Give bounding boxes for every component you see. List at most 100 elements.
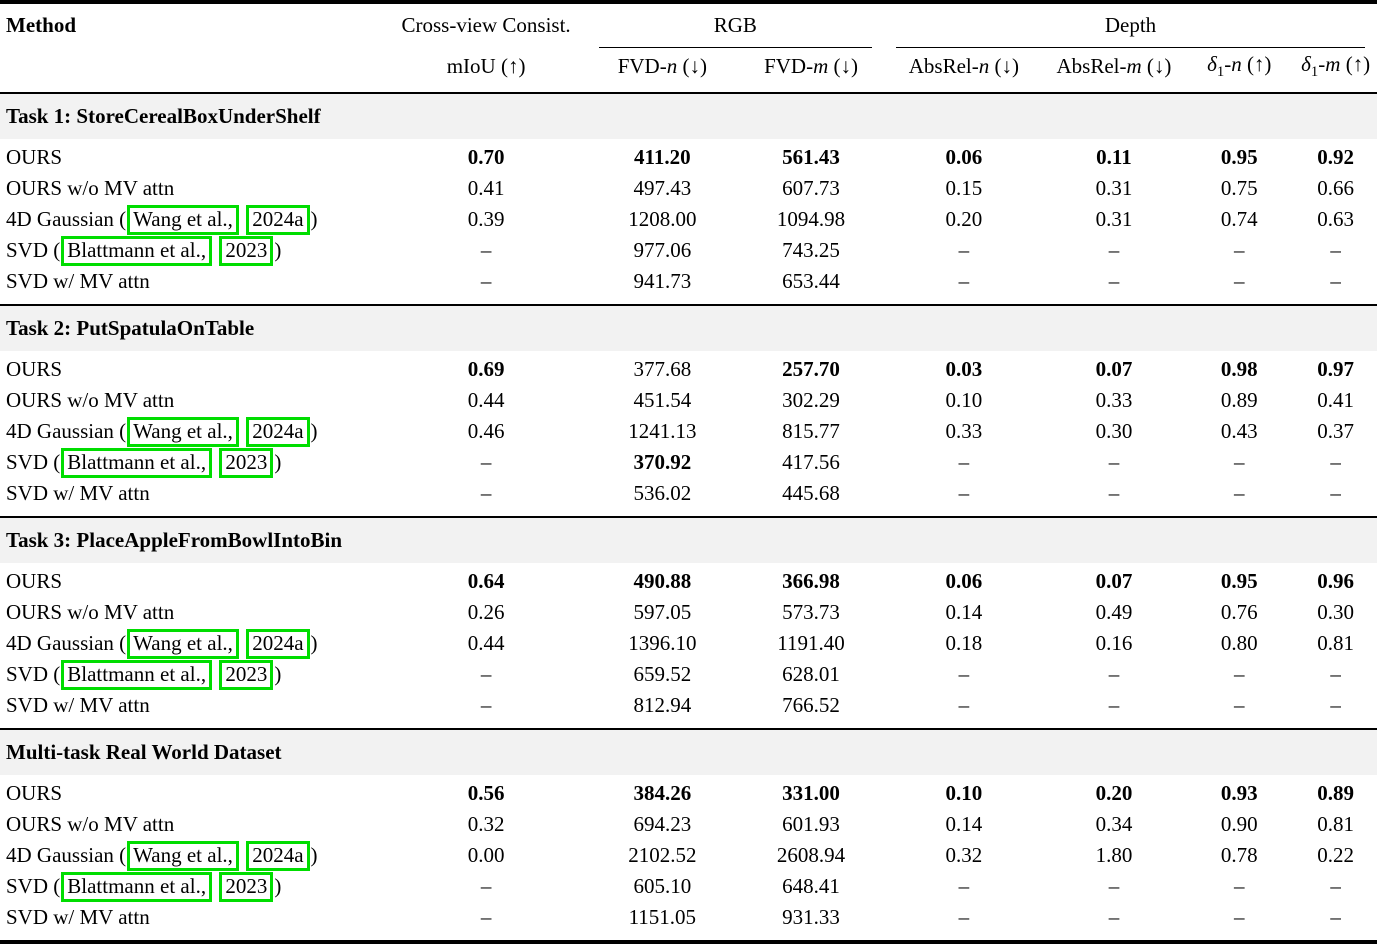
delta1-m-value: 0.30	[1317, 600, 1355, 625]
delta1-n-value: 0.43	[1220, 419, 1258, 444]
table-row: SVD w/ MV attn – 812.94 766.52 – – – –	[0, 690, 1377, 729]
miou-value: –	[480, 481, 492, 506]
delta1-m-value: 0.22	[1317, 843, 1355, 868]
miou-value: 0.64	[467, 569, 505, 594]
col-header-fvd-n: FVD-n (↓)	[586, 48, 739, 95]
method-name: OURS w/o MV attn	[0, 597, 386, 628]
delta1-m-value: –	[1330, 238, 1341, 263]
absrel-n-value: 0.06	[945, 569, 983, 594]
fvd-m-value: 573.73	[782, 600, 840, 625]
absrel-n-value: –	[958, 238, 970, 263]
method-text: SVD (	[6, 662, 61, 687]
absrel-m-value: 0.33	[1095, 388, 1133, 413]
fvd-n-value: 605.10	[633, 874, 692, 899]
section-header-task3: Task 3: PlaceAppleFromBowlIntoBin	[0, 516, 1377, 564]
delta1-n-value: –	[1234, 874, 1245, 899]
section-title: Multi-task Real World Dataset	[0, 728, 1377, 776]
absrel-m-value: –	[1108, 693, 1120, 718]
citation-link-year[interactable]: 2024a	[246, 629, 310, 660]
absrel-m-value: 0.31	[1095, 176, 1133, 201]
method-text: OURS	[6, 569, 63, 594]
citation-link-year[interactable]: 2024a	[246, 205, 310, 236]
delta1-m-value: –	[1330, 269, 1341, 294]
col-header-absrel-n: AbsRel-n (↓)	[884, 48, 1044, 95]
section-header-task2: Task 2: PutSpatulaOnTable	[0, 304, 1377, 352]
absrel-m-value: 0.30	[1095, 419, 1133, 444]
delta1-n-value: 0.98	[1220, 357, 1258, 382]
delta1-m-value: 0.97	[1317, 357, 1355, 382]
fvd-m-value: 331.00	[782, 781, 840, 806]
citation-link-authors[interactable]: Blattmann et al.,	[61, 236, 213, 267]
citation-link-year[interactable]: 2024a	[246, 841, 310, 872]
delta1-n-value: 0.78	[1220, 843, 1258, 868]
fvd-m-value: 648.41	[782, 874, 840, 899]
method-name: OURS	[0, 351, 386, 385]
absrel-n-value: 0.14	[945, 600, 983, 625]
delta1-n-value: –	[1234, 662, 1245, 687]
delta1-n-value: 0.95	[1220, 569, 1258, 594]
method-name: 4D Gaussian (Wang et al., 2024a)	[0, 204, 386, 236]
citation-link-year[interactable]: 2023	[219, 448, 274, 479]
method-text: 4D Gaussian (	[6, 207, 127, 232]
absrel-n-value: –	[958, 269, 970, 294]
absrel-m-value: 0.20	[1095, 781, 1133, 806]
absrel-m-value: 0.31	[1095, 207, 1133, 232]
fvd-m-value: 2608.94	[776, 843, 846, 868]
delta1-n-value: 0.74	[1220, 207, 1258, 232]
table-row: OURS 0.64 490.88 366.98 0.06 0.07 0.95 0…	[0, 563, 1377, 597]
citation-link-authors[interactable]: Wang et al.,	[127, 841, 239, 872]
fvd-n-value: 694.23	[633, 812, 692, 837]
citation-link-authors[interactable]: Wang et al.,	[127, 629, 239, 660]
delta1-n-value: 0.75	[1220, 176, 1258, 201]
fvd-m-value: 607.73	[782, 176, 840, 201]
absrel-m-value: 0.07	[1095, 357, 1133, 382]
group-header-rgb: RGB	[587, 2, 884, 48]
citation-link-year[interactable]: 2023	[219, 236, 274, 267]
delta1-m-value: –	[1330, 905, 1341, 930]
table-row: SVD w/ MV attn – 1151.05 931.33 – – – –	[0, 902, 1377, 942]
delta1-n-value: 0.76	[1220, 600, 1258, 625]
citation-link-authors[interactable]: Wang et al.,	[127, 417, 239, 448]
absrel-m-value: 0.49	[1095, 600, 1133, 625]
miou-value: –	[480, 874, 492, 899]
absrel-n-value: –	[958, 662, 970, 687]
method-text: 4D Gaussian (	[6, 631, 127, 656]
citation-link-authors[interactable]: Blattmann et al.,	[61, 872, 213, 903]
method-name: OURS w/o MV attn	[0, 809, 386, 840]
citation-link-year[interactable]: 2024a	[246, 417, 310, 448]
fvd-n-value: 1208.00	[628, 207, 697, 232]
delta1-n-value: 0.90	[1220, 812, 1258, 837]
table-row: SVD w/ MV attn – 536.02 445.68 – – – –	[0, 478, 1377, 517]
delta1-m-value: 0.96	[1317, 569, 1355, 594]
fvd-m-value: 445.68	[782, 481, 840, 506]
method-name: SVD w/ MV attn	[0, 266, 386, 305]
method-name: 4D Gaussian (Wang et al., 2024a)	[0, 840, 386, 872]
miou-value: –	[480, 693, 492, 718]
delta1-m-value: 0.66	[1317, 176, 1355, 201]
citation-link-year[interactable]: 2023	[219, 872, 274, 903]
method-name: SVD (Blattmann et al., 2023)	[0, 659, 386, 691]
miou-value: –	[480, 269, 492, 294]
method-name: 4D Gaussian (Wang et al., 2024a)	[0, 416, 386, 448]
absrel-m-value: 0.34	[1095, 812, 1133, 837]
miou-value: 0.39	[467, 207, 505, 232]
method-text: OURS w/o MV attn	[6, 812, 175, 837]
fvd-n-value: 597.05	[633, 600, 692, 625]
table-row: OURS w/o MV attn 0.26 597.05 573.73 0.14…	[0, 597, 1377, 628]
method-text: OURS w/o MV attn	[6, 600, 175, 625]
absrel-n-value: –	[958, 874, 970, 899]
fvd-n-value: 977.06	[633, 238, 692, 263]
absrel-m-value: 0.11	[1096, 145, 1132, 170]
absrel-m-value: 0.07	[1095, 569, 1133, 594]
citation-link-authors[interactable]: Blattmann et al.,	[61, 660, 213, 691]
citation-link-authors[interactable]: Blattmann et al.,	[61, 448, 213, 479]
fvd-n-value: 384.26	[633, 781, 692, 806]
method-text: SVD (	[6, 238, 61, 263]
delta1-n-value: –	[1234, 693, 1245, 718]
citation-link-year[interactable]: 2023	[219, 660, 274, 691]
citation-link-authors[interactable]: Wang et al.,	[127, 205, 239, 236]
table-row: 4D Gaussian (Wang et al., 2024a) 0.39 12…	[0, 204, 1377, 236]
delta1-n-value: –	[1234, 269, 1245, 294]
absrel-m-value: –	[1108, 269, 1120, 294]
